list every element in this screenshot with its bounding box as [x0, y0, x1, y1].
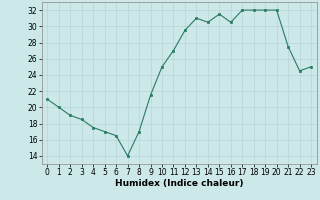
- X-axis label: Humidex (Indice chaleur): Humidex (Indice chaleur): [115, 179, 244, 188]
